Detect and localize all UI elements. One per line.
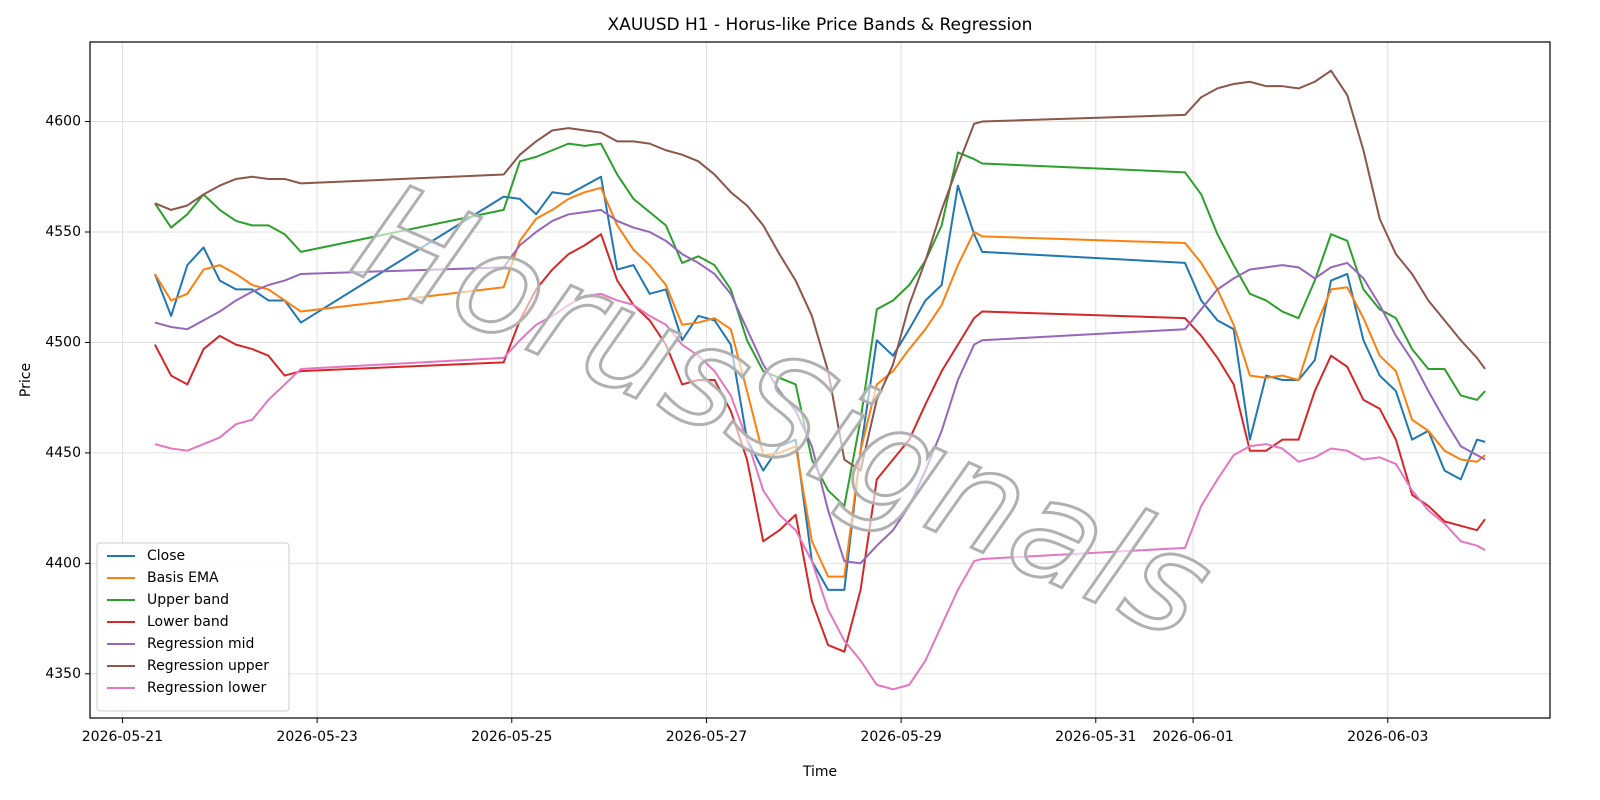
- series-line: [154, 208, 1486, 565]
- legend-box: [96, 542, 290, 712]
- legend-label: Upper band: [147, 592, 229, 608]
- y-axis-label: Price: [18, 363, 34, 397]
- x-tick-label: 2026-05-29: [860, 729, 941, 745]
- legend: Close Basis EMA Upper band Lower band Regres…: [96, 542, 290, 712]
- legend-label: Basis EMA: [147, 570, 219, 586]
- chart-title: XAUUSD H1 - Horus-like Price Bands & Reg…: [608, 15, 1033, 35]
- plot-frame: [89, 41, 1551, 719]
- x-tick-label: 2026-05-27: [666, 729, 747, 745]
- x-tick-label: 2026-05-31: [1055, 729, 1136, 745]
- x-axis-label: Time: [802, 764, 837, 780]
- y-tick-label: 4350: [45, 666, 81, 682]
- series-line: [154, 292, 1486, 691]
- x-tick-label: 2026-05-25: [471, 729, 552, 745]
- axes-ticks: 4350 4400 4450 4500 4550 4600 2026-05-21 2026-0…: [45, 114, 1428, 745]
- legend-label: Lower band: [147, 614, 229, 630]
- series-line: [154, 69, 1486, 472]
- plot-lines: [153, 69, 1486, 691]
- series-line: [153, 175, 1486, 591]
- legend-label: Regression upper: [147, 658, 269, 674]
- y-tick-label: 4450: [45, 445, 81, 461]
- legend-label: Close: [147, 548, 185, 564]
- y-tick-label: 4600: [45, 114, 81, 130]
- series-line: [154, 186, 1486, 578]
- series-line: [154, 233, 1486, 653]
- y-tick-label: 4550: [45, 224, 81, 240]
- legend-label: Regression lower: [147, 680, 267, 696]
- y-tick-label: 4500: [45, 334, 81, 350]
- x-tick-label: 2026-06-03: [1347, 729, 1428, 745]
- x-tick-label: 2026-06-01: [1152, 729, 1233, 745]
- y-tick-label: 4400: [45, 555, 81, 571]
- series-line: [154, 142, 1486, 507]
- legend-label: Regression mid: [147, 636, 254, 652]
- x-tick-label: 2026-05-23: [276, 729, 357, 745]
- x-tick-label: 2026-05-21: [82, 729, 163, 745]
